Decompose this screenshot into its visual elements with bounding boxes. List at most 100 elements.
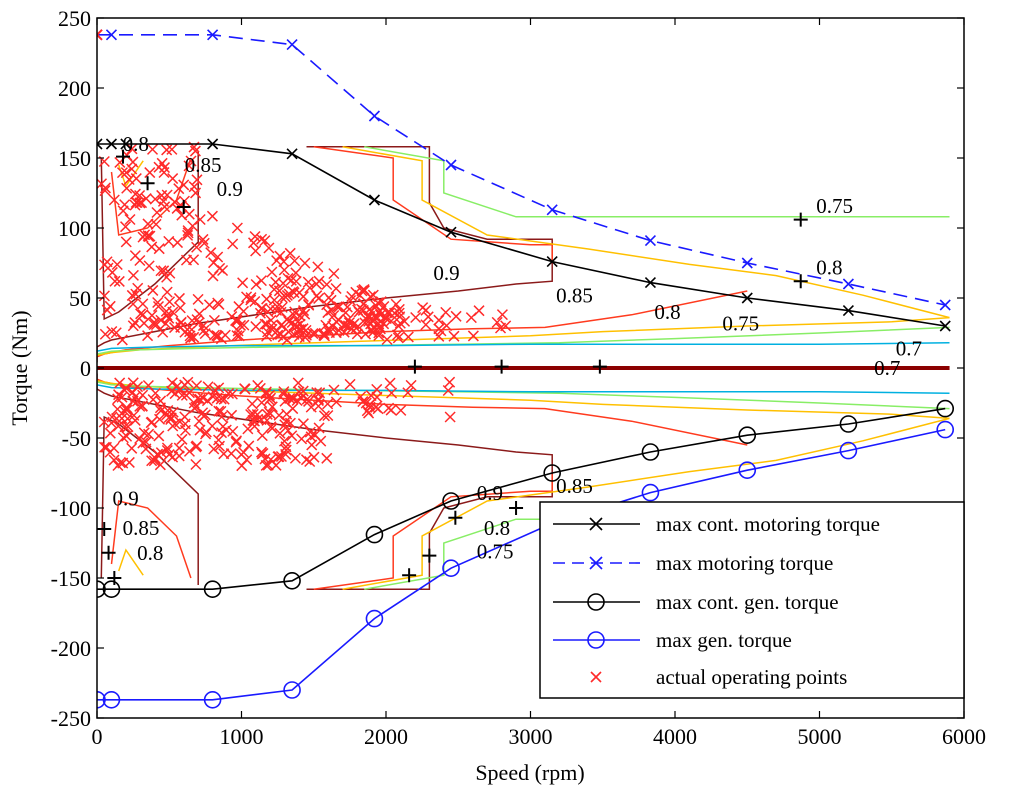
operating-point bbox=[152, 300, 165, 313]
contour-label-marker bbox=[448, 510, 463, 525]
operating-point bbox=[218, 448, 230, 460]
operating-point bbox=[182, 227, 194, 239]
operating-point bbox=[370, 312, 382, 324]
operating-point bbox=[142, 218, 154, 230]
series-marker-1 bbox=[546, 204, 558, 216]
operating-point bbox=[296, 433, 308, 445]
operating-point bbox=[274, 250, 286, 262]
operating-point bbox=[263, 242, 275, 254]
contour-label: 0.9 bbox=[113, 486, 139, 510]
operating-point bbox=[108, 194, 120, 206]
operating-point bbox=[312, 261, 324, 273]
operating-point bbox=[344, 378, 356, 390]
series-marker-3 bbox=[102, 690, 121, 709]
legend-label-max-cont-gen: max cont. gen. torque bbox=[656, 590, 839, 614]
series-marker-1 bbox=[368, 110, 381, 122]
efficiency-contour-segment-gen bbox=[313, 474, 553, 590]
operating-point bbox=[384, 377, 396, 389]
operating-point bbox=[183, 321, 195, 333]
operating-point bbox=[373, 329, 385, 342]
efficiency-contour-gen-0-9 bbox=[97, 373, 553, 590]
series-marker-3 bbox=[283, 681, 301, 699]
series-marker-0 bbox=[741, 292, 753, 304]
x-axis: 0 1000 2000 3000 4000 5000 6000 bbox=[92, 18, 986, 749]
operating-point bbox=[293, 287, 305, 299]
series-marker-2 bbox=[283, 571, 301, 590]
operating-point bbox=[256, 430, 268, 442]
y-tick-label: -100 bbox=[51, 496, 91, 521]
operating-point bbox=[395, 404, 407, 416]
y-tick-label: -150 bbox=[51, 566, 91, 591]
contour-label-marker bbox=[140, 176, 155, 191]
series-marker-1 bbox=[105, 29, 118, 41]
operating-point bbox=[286, 430, 298, 442]
operating-point bbox=[262, 326, 274, 338]
operating-point bbox=[473, 305, 485, 317]
operating-point bbox=[167, 173, 179, 185]
contour-label-marker bbox=[494, 359, 509, 374]
operating-point bbox=[182, 229, 194, 241]
operating-point bbox=[392, 332, 404, 344]
operating-point bbox=[247, 237, 260, 249]
operating-point bbox=[385, 404, 397, 416]
operating-point bbox=[191, 241, 203, 253]
x-tick-label: 6000 bbox=[942, 724, 986, 749]
operating-point bbox=[237, 305, 250, 317]
operating-point bbox=[273, 451, 285, 463]
contour-label: 0.8 bbox=[484, 516, 510, 540]
series-marker-0 bbox=[842, 305, 854, 317]
operating-point bbox=[152, 448, 164, 460]
operating-point bbox=[308, 451, 320, 463]
operating-point bbox=[192, 293, 204, 305]
operating-point bbox=[279, 419, 291, 431]
operating-point bbox=[194, 424, 206, 436]
operating-point bbox=[143, 428, 155, 440]
operating-point bbox=[171, 237, 184, 249]
operating-point bbox=[297, 385, 309, 397]
series-marker-2 bbox=[102, 580, 121, 599]
y-tick-label: 250 bbox=[58, 6, 91, 31]
legend-entry-max-cont-motoring: max cont. motoring torque bbox=[553, 512, 880, 536]
operating-point bbox=[255, 275, 267, 287]
operating-point bbox=[250, 278, 262, 291]
operating-point bbox=[321, 278, 333, 291]
operating-point bbox=[173, 450, 185, 462]
operating-point bbox=[284, 247, 296, 259]
operating-point bbox=[292, 377, 304, 389]
operating-point bbox=[239, 383, 251, 395]
series-marker-2 bbox=[936, 399, 955, 418]
operating-point bbox=[98, 290, 110, 302]
operating-point bbox=[293, 386, 305, 398]
operating-point bbox=[283, 288, 295, 300]
operating-point bbox=[113, 275, 125, 287]
operating-point bbox=[417, 302, 429, 314]
operating-point bbox=[121, 404, 133, 416]
series-marker-0 bbox=[207, 138, 219, 150]
x-axis-title: Speed (rpm) bbox=[475, 760, 584, 785]
y-tick-label: -200 bbox=[51, 636, 91, 661]
operating-point bbox=[112, 393, 124, 405]
operating-point bbox=[194, 393, 206, 405]
operating-point bbox=[238, 446, 250, 458]
operating-point bbox=[152, 296, 164, 309]
operating-point bbox=[277, 388, 290, 400]
operating-point bbox=[496, 309, 508, 321]
operating-point bbox=[161, 444, 173, 457]
operating-point bbox=[373, 327, 385, 339]
operating-point bbox=[355, 303, 368, 315]
operating-point bbox=[179, 411, 191, 423]
operating-point bbox=[266, 422, 278, 434]
plot-area: 0.80.850.90.750.80.90.850.8 0.750.70.70.9… bbox=[97, 29, 955, 709]
operating-point bbox=[278, 264, 290, 276]
operating-point bbox=[287, 393, 299, 405]
series-marker-2 bbox=[442, 492, 460, 510]
operating-point bbox=[197, 407, 209, 419]
operating-point bbox=[213, 298, 225, 310]
series-marker-1 bbox=[842, 278, 854, 290]
efficiency-contour-segment bbox=[100, 151, 199, 321]
operating-point bbox=[206, 420, 218, 432]
operating-point bbox=[166, 143, 178, 155]
operating-point bbox=[161, 309, 173, 321]
operating-point bbox=[213, 405, 225, 417]
operating-point bbox=[121, 182, 133, 194]
